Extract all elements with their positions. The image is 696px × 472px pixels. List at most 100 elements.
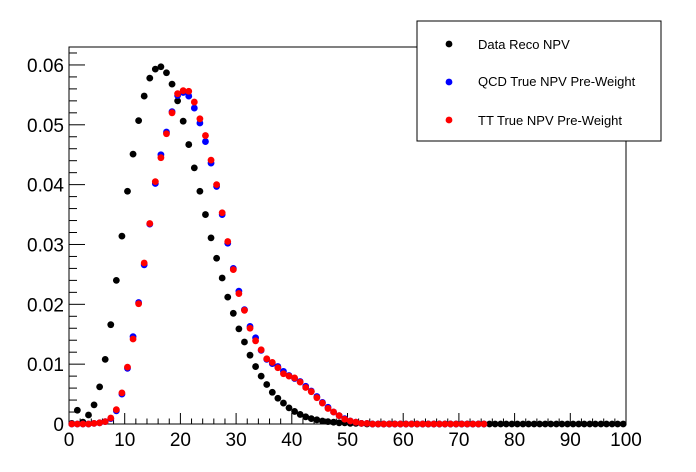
x-tick-label: 60 (393, 430, 414, 451)
data-point (124, 363, 131, 371)
y-tick-label: 0.03 (27, 235, 64, 256)
data-point (85, 420, 92, 428)
data-point (341, 415, 349, 423)
data-point (218, 209, 226, 217)
data-point (174, 97, 182, 105)
data-point (419, 420, 427, 428)
data-point (157, 63, 165, 71)
data-point (185, 87, 193, 95)
data-point (157, 154, 165, 162)
data-point (118, 389, 126, 397)
data-point (463, 420, 471, 428)
data-point (73, 406, 81, 414)
data-point (90, 401, 98, 409)
data-point (324, 418, 332, 426)
data-point (291, 408, 298, 415)
data-point (163, 69, 170, 77)
data-point (569, 420, 577, 428)
data-point (380, 420, 388, 428)
data-point (513, 420, 521, 428)
data-point (190, 104, 198, 112)
data-point (330, 418, 337, 426)
data-point (224, 293, 232, 301)
data-point (307, 388, 315, 396)
legend-label-data-reco: Data Reco NPV (478, 37, 570, 52)
data-point (190, 164, 198, 172)
series-tt (68, 87, 488, 428)
data-point (319, 399, 326, 407)
data-point (319, 417, 326, 425)
data-point (107, 414, 115, 422)
data-point (358, 420, 365, 427)
y-tick-label: 0 (53, 415, 64, 436)
data-point (402, 420, 410, 428)
data-point (586, 420, 594, 428)
data-point (68, 420, 76, 428)
data-point (296, 378, 304, 386)
data-point (541, 420, 549, 428)
data-point (146, 220, 154, 227)
data-point (324, 405, 332, 412)
data-point (564, 420, 571, 428)
data-point (408, 420, 415, 428)
data-point (486, 420, 493, 428)
data-point (96, 419, 104, 427)
data-point (241, 338, 248, 346)
data-point (346, 417, 354, 425)
data-point (352, 418, 360, 426)
x-tick-label: 100 (610, 430, 642, 451)
data-point (229, 266, 237, 274)
data-point (530, 420, 538, 428)
data-point (330, 408, 337, 416)
data-point (101, 355, 109, 363)
data-point (257, 372, 265, 380)
data-point (502, 420, 510, 428)
x-tick-label: 70 (448, 430, 469, 451)
data-point (241, 306, 248, 314)
data-point (140, 259, 148, 267)
data-point (424, 420, 432, 428)
data-point (302, 413, 310, 421)
data-point (185, 92, 193, 100)
data-point (491, 420, 499, 428)
data-point (85, 411, 92, 419)
x-tick-label: 10 (114, 430, 135, 451)
data-point (547, 420, 555, 428)
data-point (135, 117, 143, 125)
y-axis: 0 0.01 0.02 0.03 0.04 0.05 0.06 (27, 52, 85, 436)
data-point (229, 309, 237, 317)
data-point (285, 404, 293, 412)
data-point (519, 420, 527, 428)
data-point (213, 254, 221, 262)
data-point (474, 420, 482, 428)
data-point (441, 420, 449, 428)
data-point (480, 420, 488, 428)
x-tick-label: 90 (560, 430, 581, 451)
data-point (447, 420, 454, 428)
data-point (151, 178, 159, 186)
data-point (558, 420, 566, 428)
data-point (252, 337, 259, 345)
data-point (112, 406, 120, 414)
data-point (235, 325, 243, 333)
data-point (168, 109, 176, 117)
data-point (280, 370, 287, 378)
y-tick-label: 0.01 (27, 355, 64, 376)
data-point (146, 74, 154, 82)
data-point (213, 181, 221, 189)
data-point (179, 117, 187, 125)
data-point (163, 130, 170, 138)
data-point (397, 420, 404, 428)
data-point (508, 420, 516, 428)
data-point (207, 234, 215, 242)
data-point (235, 290, 243, 297)
data-point (603, 420, 610, 428)
data-point (196, 115, 204, 123)
data-point (525, 420, 532, 428)
data-point (196, 187, 204, 195)
legend-box (416, 20, 662, 142)
data-point (335, 412, 343, 420)
data-point (591, 420, 599, 428)
data-point (536, 420, 544, 428)
data-point (207, 156, 215, 164)
